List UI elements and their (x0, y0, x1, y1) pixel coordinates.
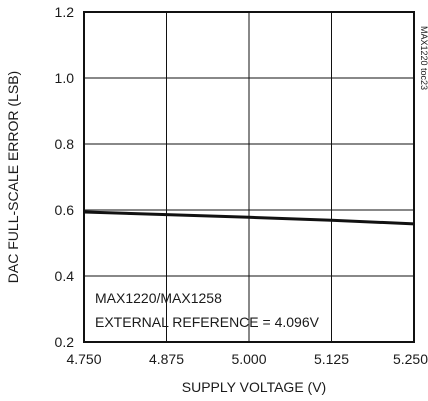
grid-lines (84, 12, 414, 342)
y-tick-label: 1.2 (55, 4, 75, 20)
plot-frame (83, 11, 415, 343)
y-tick-label: 0.4 (55, 268, 75, 284)
series-line-0 (83, 210, 415, 226)
x-tick-label: 4.750 (66, 351, 101, 367)
y-tick-labels: 0.2 0.4 0.6 0.8 1.0 1.2 (55, 4, 75, 350)
x-tick-label: 5.125 (314, 351, 349, 367)
y-tick-label: 1.0 (55, 70, 75, 86)
x-axis-title: SUPPLY VOLTAGE (V) (182, 379, 326, 395)
x-tick-label: 4.875 (149, 351, 184, 367)
x-tick-label: 5.250 (393, 351, 428, 367)
x-tick-label: 5.000 (231, 351, 266, 367)
y-tick-label: 0.8 (55, 136, 75, 152)
y-tick-label: 0.6 (55, 202, 75, 218)
x-tick-labels: 4.750 4.875 5.000 5.125 5.250 (66, 351, 428, 367)
series-group (83, 210, 415, 226)
y-tick-label: 0.2 (55, 334, 75, 350)
doc-code: MAX1220 toc23 (419, 26, 428, 90)
y-axis-title: DAC FULL-SCALE ERROR (LSB) (5, 71, 21, 283)
annotation-reference: EXTERNAL REFERENCE = 4.096V (95, 314, 320, 330)
annotation-part-number: MAX1220/MAX1258 (95, 290, 222, 306)
